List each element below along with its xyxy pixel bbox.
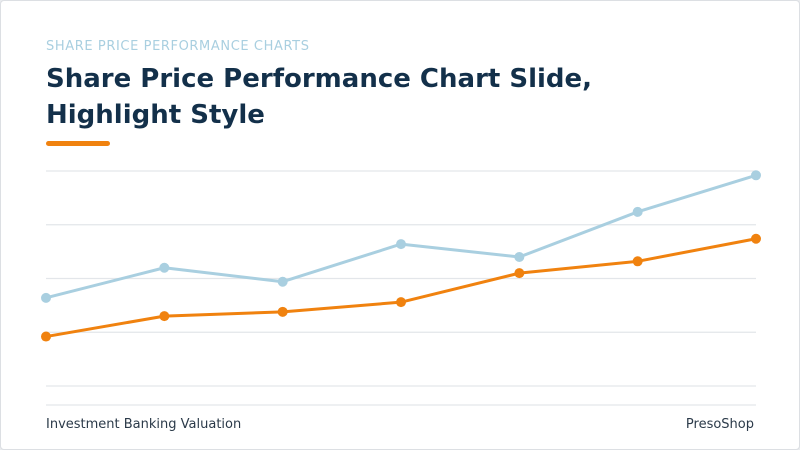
series-1-point-6 xyxy=(751,233,761,244)
footer-brand: PresoShop xyxy=(685,417,754,432)
title-accent-bar xyxy=(46,141,110,146)
section-label: SHARE PRICE PERFORMANCE CHARTS xyxy=(46,39,310,54)
series-1-point-3 xyxy=(396,297,406,308)
slide-title: Share Price Performance Chart Slide, Hig… xyxy=(46,61,686,133)
line-chart xyxy=(41,170,761,406)
series-1-point-2 xyxy=(277,306,288,317)
slide-title-line-2: Highlight Style xyxy=(46,100,265,130)
series-1-point-4 xyxy=(514,268,525,279)
series-0-point-4 xyxy=(514,252,525,262)
series-1-point-5 xyxy=(632,256,643,267)
series-1-point-0 xyxy=(41,331,51,342)
series-0-point-6 xyxy=(751,170,761,181)
slide-title-line-1: Share Price Performance Chart Slide, xyxy=(46,64,593,94)
series-line-1 xyxy=(45,237,757,339)
footer-left-text: Investment Banking Valuation xyxy=(46,417,242,432)
series-0-point-1 xyxy=(159,262,170,273)
series-0-point-3 xyxy=(396,239,406,250)
series-0-point-0 xyxy=(41,292,51,303)
series-line-0 xyxy=(45,173,757,300)
series-0-point-2 xyxy=(277,276,288,287)
series-1-point-1 xyxy=(159,311,170,322)
series-0-point-5 xyxy=(632,206,643,217)
